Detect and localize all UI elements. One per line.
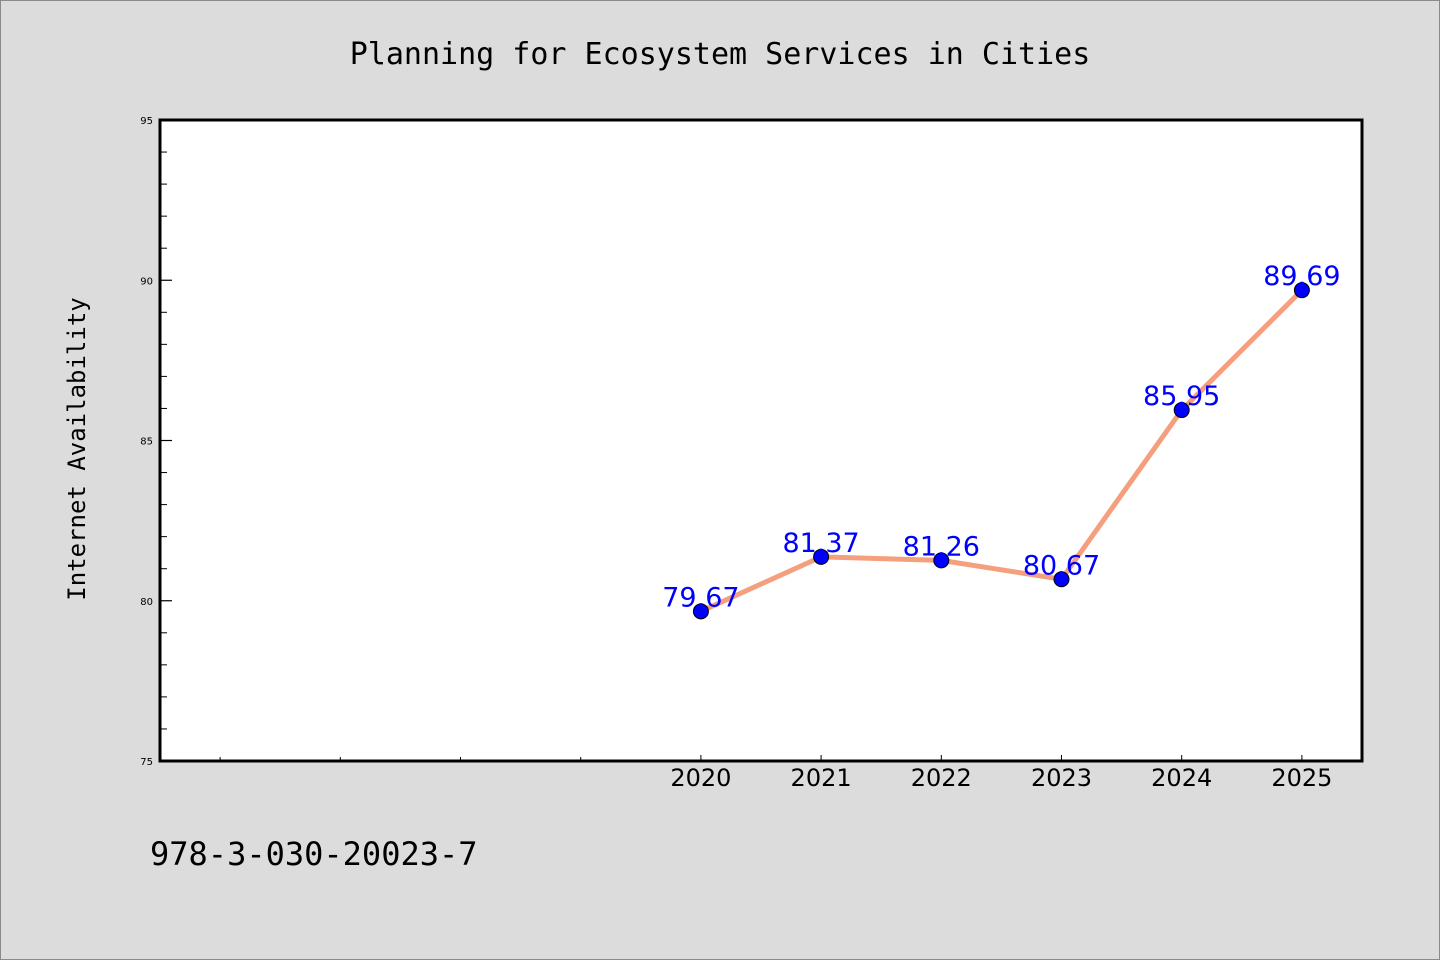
data-label: 79.67 (662, 582, 739, 613)
data-points (692, 282, 1310, 620)
y-tick-label: 80 (140, 597, 153, 608)
y-tick-label: 90 (140, 276, 153, 287)
data-label: 81.26 (903, 531, 980, 562)
data-labels: 79.67 81.37 81.26 80.67 85.95 89.69 (662, 261, 1340, 613)
plot-area (158, 118, 1364, 763)
y-axis-ticks: 75 80 85 90 95 (140, 116, 172, 768)
y-tick-label: 75 (140, 757, 153, 768)
data-label: 89.69 (1263, 261, 1340, 292)
data-point (1173, 402, 1190, 419)
x-tick-label: 2020 (670, 764, 731, 792)
data-point (933, 552, 950, 569)
chart-title: Planning for Ecosystem Services in Citie… (350, 37, 1091, 72)
x-axis-ticks: 2020 2021 2022 2023 2024 2025 (670, 755, 1332, 792)
annotation-text: 978-3-030-20023-7 (150, 835, 478, 873)
x-tick-label: 2024 (1151, 764, 1212, 792)
series-line (698, 287, 1305, 614)
y-axis-label: Internet Availability (63, 297, 91, 600)
data-label: 85.95 (1143, 381, 1220, 412)
data-point (1293, 282, 1310, 299)
y-tick-label: 95 (140, 116, 153, 127)
data-label: 80.67 (1023, 550, 1100, 581)
y-tick-label: 85 (140, 437, 153, 448)
x-tick-label: 2022 (911, 764, 972, 792)
data-label: 81.37 (782, 528, 859, 559)
x-tick-label: 2021 (791, 764, 852, 792)
x-tick-label: 2023 (1031, 764, 1092, 792)
minor-ticks (160, 151, 582, 761)
x-tick-label: 2025 (1271, 764, 1332, 792)
data-point (1053, 571, 1070, 588)
data-point (692, 603, 709, 620)
series-line-group (698, 287, 1305, 614)
data-point (813, 548, 830, 565)
